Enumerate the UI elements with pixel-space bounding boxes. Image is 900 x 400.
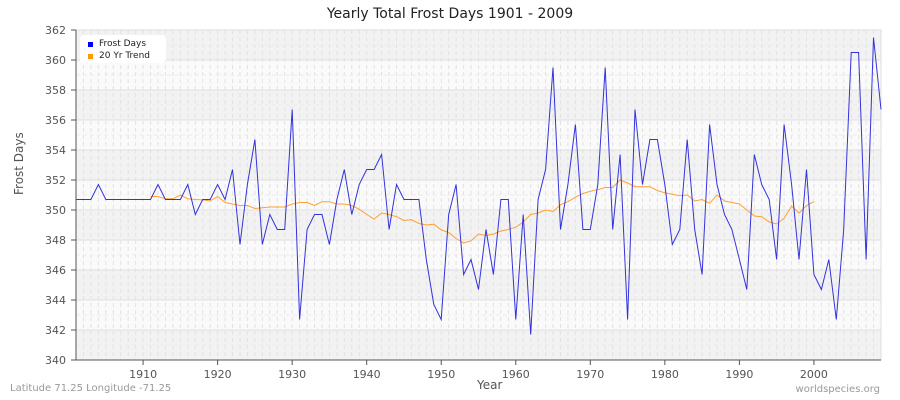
svg-text:350: 350 bbox=[45, 204, 66, 217]
svg-text:1930: 1930 bbox=[278, 368, 306, 381]
svg-text:1950: 1950 bbox=[427, 368, 455, 381]
svg-text:1940: 1940 bbox=[353, 368, 381, 381]
location-caption: Latitude 71.25 Longitude -71.25 bbox=[10, 383, 172, 394]
svg-text:1910: 1910 bbox=[129, 368, 157, 381]
svg-text:358: 358 bbox=[45, 84, 66, 97]
svg-text:354: 354 bbox=[45, 144, 66, 157]
svg-text:360: 360 bbox=[45, 54, 66, 67]
svg-text:346: 346 bbox=[45, 264, 66, 277]
legend-item-trend: 20 Yr Trend bbox=[88, 51, 150, 61]
svg-text:1960: 1960 bbox=[502, 368, 530, 381]
svg-text:1970: 1970 bbox=[576, 368, 604, 381]
svg-text:2000: 2000 bbox=[800, 368, 828, 381]
svg-text:342: 342 bbox=[45, 324, 66, 337]
grid-lines bbox=[75, 29, 882, 361]
legend-label: Frost Days bbox=[99, 39, 147, 49]
svg-text:348: 348 bbox=[45, 234, 66, 247]
x-axis-label: Year bbox=[477, 378, 503, 392]
source-caption: worldspecies.org bbox=[795, 384, 880, 395]
chart-title: Yearly Total Frost Days 1901 - 2009 bbox=[326, 6, 574, 22]
frost-days-line bbox=[76, 37, 882, 335]
svg-text:352: 352 bbox=[45, 174, 66, 187]
legend: Frost Days 20 Yr Trend bbox=[80, 35, 166, 63]
legend-swatch-blue-icon bbox=[88, 41, 93, 47]
trend-line bbox=[150, 179, 815, 244]
legend-item-frost-days: Frost Days bbox=[88, 39, 146, 49]
svg-text:344: 344 bbox=[45, 294, 66, 307]
svg-text:362: 362 bbox=[45, 24, 66, 37]
axes bbox=[75, 30, 881, 361]
svg-text:1920: 1920 bbox=[204, 368, 232, 381]
svg-text:356: 356 bbox=[45, 114, 66, 127]
svg-text:340: 340 bbox=[45, 354, 66, 367]
svg-text:1990: 1990 bbox=[725, 368, 753, 381]
svg-text:1980: 1980 bbox=[651, 368, 679, 381]
legend-swatch-orange-icon bbox=[88, 53, 93, 59]
tick-labels: 340 342 344 346 348 350 352 354 356 358 360 362 1910… bbox=[45, 24, 828, 381]
legend-label: 20 Yr Trend bbox=[99, 51, 151, 61]
y-axis-label: Frost Days bbox=[12, 132, 26, 195]
